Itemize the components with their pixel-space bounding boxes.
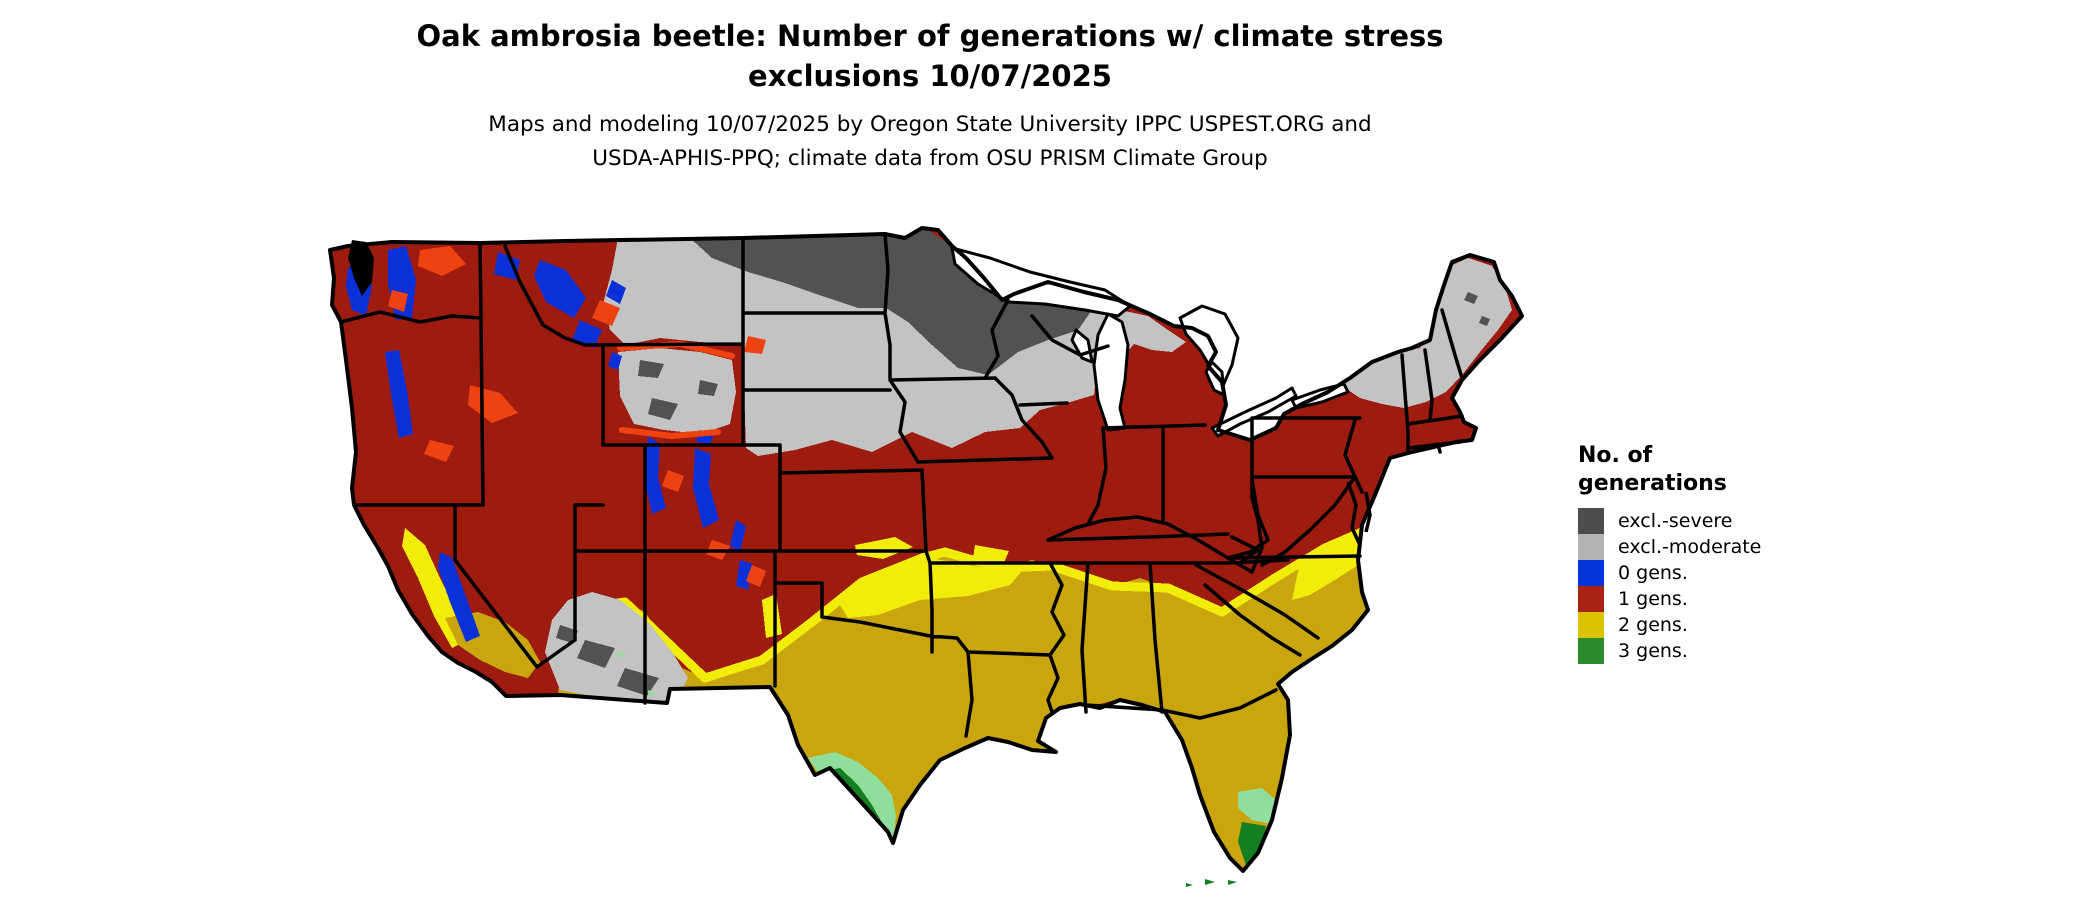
florida-keys <box>1186 879 1237 887</box>
lake-superior <box>950 246 1132 318</box>
map-legend: No. of generations excl.-severe excl.-mo… <box>1578 442 1798 664</box>
header: Oak ambrosia beetle: Number of generatio… <box>0 16 1860 176</box>
map-layer-excl-moderate-north <box>604 228 1186 456</box>
legend-swatch-0-gens <box>1578 560 1604 586</box>
legend-label-0-gens: 0 gens. <box>1618 562 1688 584</box>
legend-label-excl-moderate: excl.-moderate <box>1618 536 1762 558</box>
legend-swatch-2-gens <box>1578 612 1604 638</box>
map-layer-desert-severe-spots <box>556 625 659 696</box>
legend-swatch-excl-moderate <box>1578 534 1604 560</box>
legend-label-1-gens: 1 gens. <box>1618 588 1688 610</box>
map-title-line1: Oak ambrosia beetle: Number of generatio… <box>416 19 1444 53</box>
legend-item-excl-severe: excl.-severe <box>1578 508 1798 534</box>
legend-item-0-gens: 0 gens. <box>1578 560 1798 586</box>
chesapeake-bay <box>1346 481 1372 546</box>
legend-item-3-gens: 3 gens. <box>1578 638 1798 664</box>
legend-title-line1: No. of <box>1578 443 1653 468</box>
map-layer-excl-severe-north <box>690 228 1092 375</box>
legend-item-excl-moderate: excl.-moderate <box>1578 534 1798 560</box>
legend-item-1-gens: 1 gens. <box>1578 586 1798 612</box>
map-subtitle: Maps and modeling 10/07/2025 by Oregon S… <box>0 108 1860 176</box>
legend-label-excl-severe: excl.-severe <box>1618 510 1733 532</box>
map-layer-northeast-moderate <box>1332 258 1512 408</box>
state-borders <box>339 232 1464 738</box>
legend-swatch-3-gens <box>1578 638 1604 664</box>
legend-swatch-excl-severe <box>1578 508 1604 534</box>
map-layer-desert-moderate <box>545 592 688 702</box>
us-map-svg <box>328 226 1524 887</box>
legend-title-line2: generations <box>1578 471 1727 496</box>
map-subtitle-line2: USDA-APHIS-PPQ; climate data from OSU PR… <box>592 146 1268 171</box>
legend-label-2-gens: 2 gens. <box>1618 614 1688 636</box>
lake-huron <box>1178 304 1240 390</box>
legend-swatch-1-gens <box>1578 586 1604 612</box>
map-layer-wyoming-basin <box>618 348 736 434</box>
map-raster-layers <box>330 228 1522 871</box>
map-layer-wyoming-severe-spots <box>638 360 718 420</box>
us-generations-map <box>300 225 1550 893</box>
legend-rows: excl.-severe excl.-moderate 0 gens. 1 ge… <box>1578 508 1798 664</box>
map-title-line2: exclusions 10/07/2025 <box>748 59 1112 93</box>
map-subtitle-line1: Maps and modeling 10/07/2025 by Oregon S… <box>488 112 1372 137</box>
legend-label-3-gens: 3 gens. <box>1618 640 1688 662</box>
map-layer-maine-severe-specks <box>1464 292 1490 326</box>
puget-sound <box>348 240 374 296</box>
map-layer-lemon-patches <box>598 522 1408 638</box>
us-outline <box>328 226 1524 873</box>
legend-item-2-gens: 2 gens. <box>1578 612 1798 638</box>
